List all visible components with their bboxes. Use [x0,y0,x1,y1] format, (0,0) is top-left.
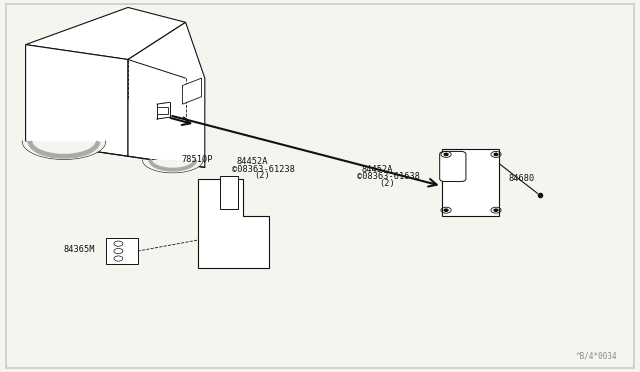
Polygon shape [143,160,203,173]
Polygon shape [198,179,269,268]
Text: 84680: 84680 [509,174,535,183]
Text: ©08363-61638: ©08363-61638 [357,172,420,181]
Polygon shape [26,7,186,60]
Text: (2): (2) [254,171,270,180]
Text: 84452A: 84452A [237,157,268,166]
Polygon shape [442,149,499,216]
Circle shape [494,153,498,155]
Text: 84365M: 84365M [64,245,95,254]
FancyBboxPatch shape [440,151,466,182]
Polygon shape [106,238,138,264]
Text: 78510P: 78510P [181,155,212,164]
FancyBboxPatch shape [157,107,168,114]
Text: ^B/4*0034: ^B/4*0034 [576,352,618,361]
Polygon shape [22,141,106,159]
Text: ©08363-61238: ©08363-61238 [232,165,295,174]
Text: 84452A: 84452A [362,165,393,174]
Polygon shape [26,45,128,156]
Circle shape [494,209,498,211]
Polygon shape [182,78,202,104]
Polygon shape [128,22,205,167]
FancyBboxPatch shape [220,176,238,209]
Circle shape [444,153,448,155]
Circle shape [444,209,448,211]
Text: (2): (2) [379,179,395,188]
